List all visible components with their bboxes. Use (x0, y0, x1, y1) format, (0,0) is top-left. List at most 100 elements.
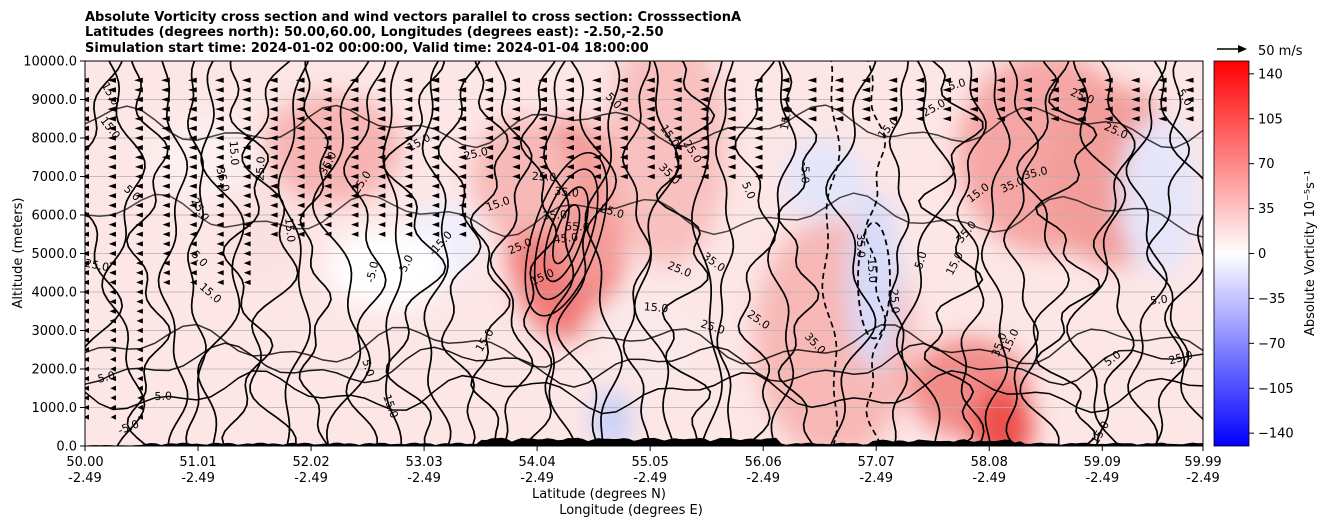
wind-vector-arrow (834, 116, 844, 122)
wind-vector-arrow (85, 327, 89, 334)
wind-vector-arrow (85, 77, 89, 83)
y-tick-label: 9000.0 (32, 93, 78, 108)
wind-vector-arrow (458, 183, 467, 189)
wind-vectors (85, 77, 1194, 420)
contour-line (125, 61, 172, 446)
wind-vector-arrow (1130, 87, 1140, 93)
contour-label: 5.0 (947, 76, 967, 93)
wind-vector-arrow (188, 164, 197, 170)
contour-line (980, 61, 1011, 446)
wind-vector-arrow (1023, 96, 1032, 103)
wind-vector-arrow (942, 77, 952, 83)
wind-vector-arrow (85, 116, 89, 122)
wind-vector-arrow (538, 96, 547, 103)
wind-vector-arrow (1185, 116, 1194, 122)
wind-vector-arrow (457, 106, 467, 112)
wind-vector-arrow (216, 222, 224, 228)
contour-line (343, 61, 387, 446)
wind-vector-arrow (457, 116, 467, 122)
x-tick-label-latitude: 53.03 (405, 455, 442, 470)
wind-vector-arrow (484, 77, 494, 83)
wind-vector-arrow (189, 222, 197, 228)
wind-vector-arrow (135, 241, 143, 247)
contour-label: 15.0 (282, 217, 297, 243)
contour-line (888, 61, 910, 446)
wind-vector-arrow (458, 154, 467, 160)
wind-vector-arrow (108, 250, 116, 257)
wind-vector-arrow (376, 87, 386, 93)
contour-label: 25.0 (1167, 348, 1194, 367)
wind-vector-arrow (189, 250, 197, 257)
wind-vector-arrow (646, 135, 655, 141)
contour-label: 5.0 (739, 180, 758, 201)
wind-vector-arrow (297, 202, 305, 208)
contour-line (437, 61, 482, 446)
wind-vector-arrow (673, 116, 682, 122)
wind-vector-arrow (996, 116, 1005, 122)
wind-vector-arrow (485, 173, 494, 180)
wind-vector-arrow (538, 116, 547, 122)
wind-vector-arrow (1050, 116, 1059, 122)
wind-vector-arrow (136, 318, 143, 324)
wind-vector-arrow (297, 222, 305, 228)
y-tick-label: 7000.0 (32, 170, 78, 185)
wind-vector-arrow (377, 145, 386, 151)
wind-vector-arrow (377, 135, 386, 141)
wind-vector-arrow (85, 308, 89, 314)
wind-vector-arrow (350, 154, 359, 160)
wind-vector-arrow (242, 173, 251, 180)
wind-vector-arrow (404, 164, 413, 170)
y-axis-label: Altitude (meters) (11, 198, 26, 309)
y-tick-label: 5000.0 (32, 247, 78, 262)
wind-vector-arrow (243, 222, 251, 228)
contour-line (85, 192, 1203, 238)
wind-vector-arrow (242, 183, 251, 189)
wind-vector-arrow (431, 164, 440, 170)
contour-label: 5.0 (912, 250, 930, 271)
contour-line (277, 61, 311, 446)
contour-line (767, 61, 797, 446)
wind-vector-arrow (403, 116, 413, 122)
wind-vector-arrow (296, 154, 305, 160)
wind-vector-arrow (996, 87, 1005, 93)
wind-vector-arrow (268, 87, 278, 93)
wind-vector-arrow (672, 87, 682, 93)
contour-label: 5.0 (154, 389, 172, 403)
contour-label: -25.0 (887, 285, 902, 314)
wind-vector-arrow (85, 260, 89, 266)
wind-vector-arrow (727, 135, 736, 141)
contour-label: 35.0 (542, 208, 567, 223)
wind-vector-arrow (727, 164, 736, 170)
wind-vector-arrow (85, 212, 89, 218)
wind-vector-arrow (700, 145, 709, 151)
wind-vector-arrow (996, 96, 1005, 103)
y-tick-label: 8000.0 (32, 132, 78, 147)
wind-vector-arrow (269, 135, 278, 141)
wind-vector-arrow (134, 116, 143, 122)
wind-vector-arrow (189, 231, 197, 237)
wind-vector-arrow (350, 212, 359, 218)
contour-line (584, 61, 623, 446)
wind-vector-arrow (85, 222, 89, 228)
x-tick-label-longitude: -2.49 (746, 471, 780, 486)
wind-vector-arrow (511, 145, 521, 151)
vorticity-blob (584, 288, 705, 389)
wind-vector-arrow (431, 154, 440, 160)
contour-line (1092, 61, 1136, 446)
wind-vector-arrow (135, 202, 143, 208)
wind-vector-arrow (1104, 96, 1113, 103)
wind-vector-arrow (780, 106, 790, 112)
wind-vector-arrow (188, 106, 197, 112)
wind-vector-arrow (161, 116, 170, 122)
x-axis-label-line-2: Longitude (degrees E) (559, 503, 703, 518)
wind-vector-arrow (215, 125, 224, 131)
wind-vector-arrow (270, 202, 278, 208)
wind-vector-arrow (295, 87, 305, 93)
contour-line (85, 323, 1203, 368)
wind-vector-arrow (216, 202, 224, 208)
wind-vector-arrow (242, 106, 251, 112)
wind-vector-arrow (377, 183, 386, 189)
contour-line (917, 61, 984, 446)
wind-vector-arrow (1184, 96, 1194, 103)
wind-vector-arrow (727, 145, 736, 151)
